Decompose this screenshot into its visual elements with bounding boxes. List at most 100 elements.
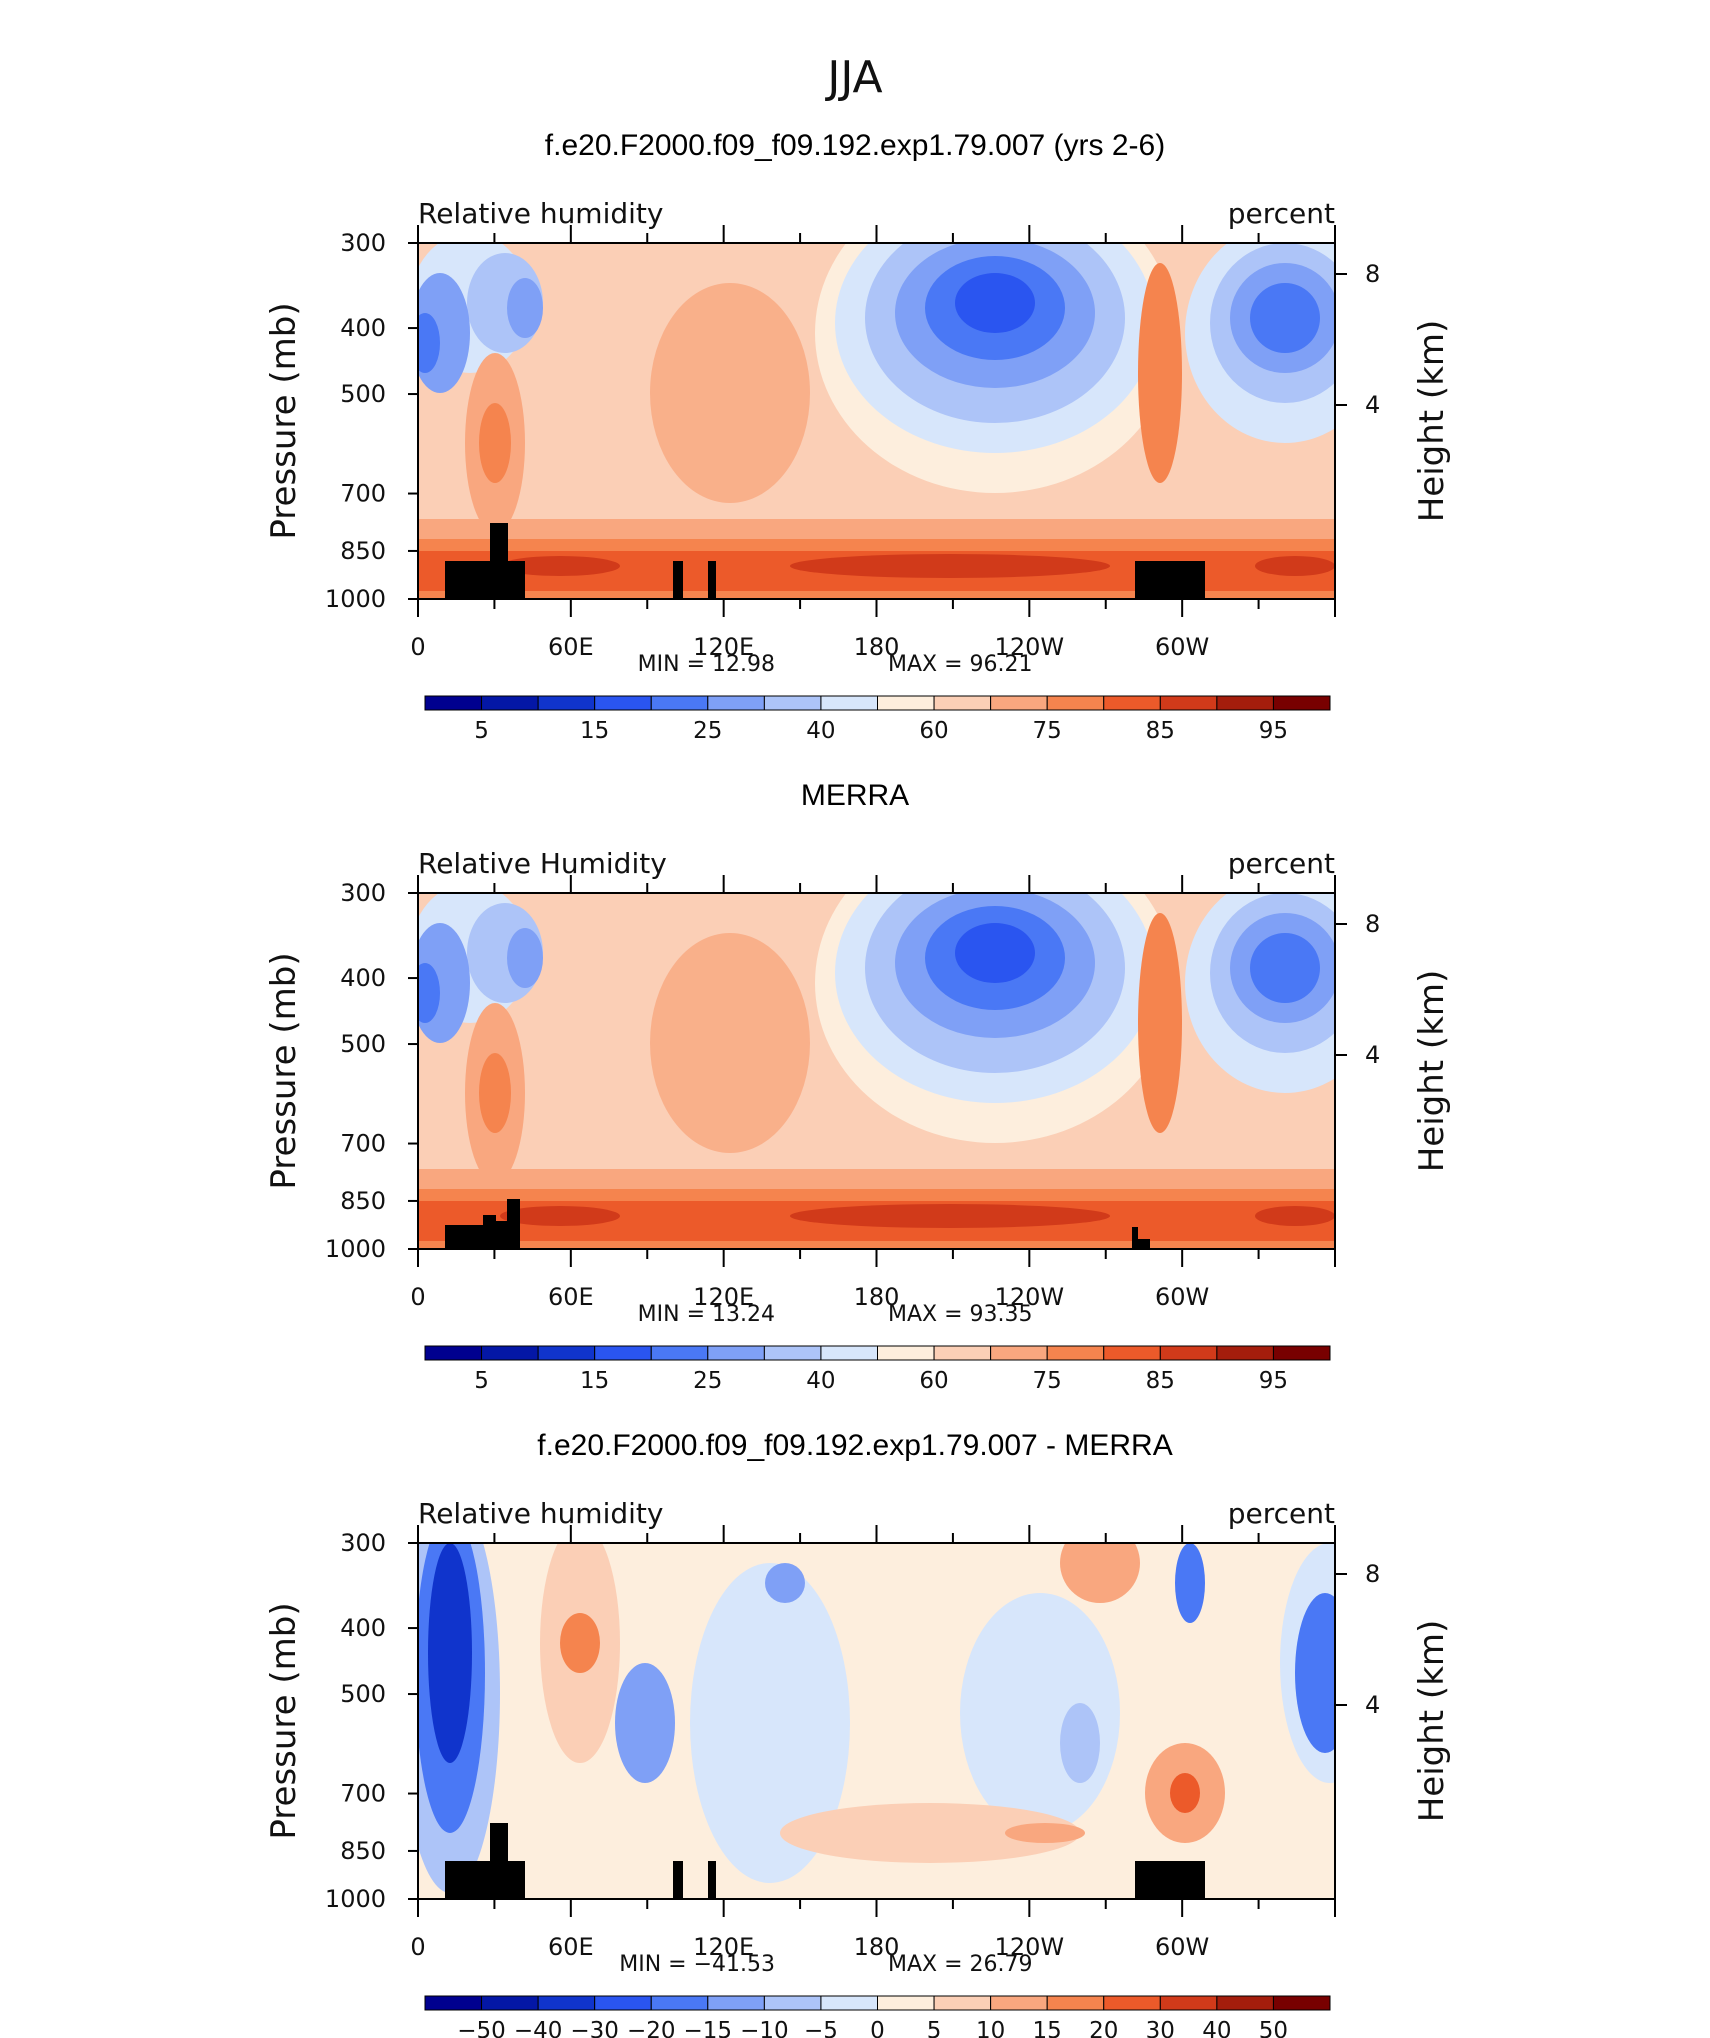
colorbar-label: 95 bbox=[1259, 1368, 1288, 1394]
variable-label: Relative humidity bbox=[418, 197, 663, 230]
x-tick-label: 180 bbox=[854, 1933, 900, 1961]
colorbar-box bbox=[1272, 1345, 1331, 1361]
colorbar-label: 5 bbox=[927, 2018, 942, 2038]
contour-fill bbox=[1170, 1773, 1200, 1813]
min-label: MIN = 12.98 bbox=[638, 652, 775, 677]
topography-mask bbox=[673, 1861, 683, 1899]
colorbar-box bbox=[537, 1995, 596, 2011]
topography-mask bbox=[673, 561, 683, 599]
colorbar-box bbox=[1103, 1995, 1161, 2011]
contour-fill bbox=[507, 928, 543, 988]
colorbar-label: 30 bbox=[1146, 2018, 1175, 2038]
topography-mask bbox=[483, 1215, 496, 1249]
y-tick-label: 500 bbox=[340, 1030, 386, 1058]
panel-3: f.e20.F2000.f09_f09.192.exp1.79.007 - ME… bbox=[264, 1429, 1452, 2038]
y-tick-label: 850 bbox=[340, 537, 386, 565]
colorbar-box bbox=[707, 695, 765, 711]
topography-mask bbox=[507, 1199, 520, 1249]
contour-fill bbox=[1295, 1593, 1335, 1753]
max-label: MAX = 26.79 bbox=[888, 1952, 1033, 1977]
colorbar-box bbox=[481, 1995, 539, 2011]
contour-fill bbox=[690, 1563, 850, 1883]
contour-fill bbox=[1060, 1543, 1140, 1603]
colorbar-box bbox=[1159, 695, 1218, 711]
colorbar-label: 0 bbox=[870, 2018, 885, 2038]
contour-fill bbox=[615, 1663, 675, 1783]
units-label: percent bbox=[1228, 1497, 1335, 1530]
panel-title: f.e20.F2000.f09_f09.192.exp1.79.007 - ME… bbox=[537, 1429, 1172, 1462]
contour-fill bbox=[1255, 1206, 1335, 1226]
colorbar-box bbox=[877, 1995, 935, 2011]
y-axis-label-left: Pressure (mb) bbox=[264, 1602, 304, 1839]
colorbar-label: −20 bbox=[627, 2018, 676, 2038]
x-tick-label: 120W bbox=[995, 1283, 1065, 1311]
y-tick-label: 1000 bbox=[325, 1235, 386, 1263]
colorbar-label: 95 bbox=[1259, 718, 1288, 744]
contour-fill bbox=[1138, 263, 1182, 483]
x-tick-label: 60E bbox=[548, 1933, 594, 1961]
colorbar-box bbox=[707, 1995, 765, 2011]
colorbar-box bbox=[933, 695, 992, 711]
colorbar-box bbox=[537, 695, 596, 711]
x-tick-label: 60W bbox=[1155, 1283, 1209, 1311]
field-layer bbox=[418, 243, 1335, 599]
colorbar-box bbox=[650, 695, 709, 711]
contour-fill bbox=[500, 1206, 620, 1226]
colorbar-box bbox=[424, 1995, 483, 2011]
colorbar-label: 15 bbox=[1033, 2018, 1062, 2038]
contour-fill bbox=[560, 1613, 600, 1673]
min-label: MIN = 13.24 bbox=[638, 1302, 775, 1327]
contour-fill bbox=[650, 933, 810, 1153]
colorbar-box bbox=[820, 695, 878, 711]
panel-1: f.e20.F2000.f09_f09.192.exp1.79.007 (yrs… bbox=[264, 129, 1452, 744]
variable-label: Relative humidity bbox=[418, 1497, 663, 1530]
colorbar-box bbox=[763, 695, 822, 711]
topography-mask bbox=[708, 1861, 716, 1899]
colorbar-box bbox=[933, 1345, 992, 1361]
colorbar-box bbox=[820, 1995, 878, 2011]
topography-mask bbox=[490, 1823, 508, 1899]
contour-fill bbox=[790, 554, 1110, 578]
colorbar-label: 20 bbox=[1089, 2018, 1118, 2038]
y-axis-label-right: Height (km) bbox=[1412, 1620, 1452, 1823]
x-tick-label: 0 bbox=[410, 633, 425, 661]
y-tick-label: 400 bbox=[340, 314, 386, 342]
colorbar-box bbox=[877, 1345, 935, 1361]
y-tick-label: 500 bbox=[340, 1680, 386, 1708]
colorbar-box bbox=[763, 1995, 822, 2011]
panel-title: f.e20.F2000.f09_f09.192.exp1.79.007 (yrs… bbox=[545, 129, 1165, 162]
y-tick-label: 1000 bbox=[325, 1885, 386, 1913]
topography-mask bbox=[1135, 561, 1205, 599]
variable-label: Relative Humidity bbox=[418, 847, 667, 880]
contour-fill bbox=[418, 313, 440, 373]
colorbar-label: 40 bbox=[806, 718, 835, 744]
y-tick-label: 700 bbox=[340, 1130, 386, 1158]
colorbar-box bbox=[1103, 695, 1161, 711]
colorbar-box bbox=[594, 695, 652, 711]
y-tick-label: 850 bbox=[340, 1187, 386, 1215]
topography-mask bbox=[445, 561, 490, 599]
colorbar-label: −50 bbox=[457, 2018, 506, 2038]
colorbar-box bbox=[933, 1995, 992, 2011]
y-tick-label: 300 bbox=[340, 229, 386, 257]
y-tick-label: 500 bbox=[340, 380, 386, 408]
colorbar-label: 5 bbox=[474, 1368, 489, 1394]
x-tick-label: 60E bbox=[548, 1283, 594, 1311]
colorbar-box bbox=[707, 1345, 765, 1361]
colorbar-box bbox=[594, 1995, 652, 2011]
colorbar-box bbox=[1046, 1345, 1105, 1361]
max-label: MAX = 93.35 bbox=[888, 1302, 1033, 1327]
panels-group: f.e20.F2000.f09_f09.192.exp1.79.007 (yrs… bbox=[264, 129, 1452, 2038]
topography-mask bbox=[445, 1225, 483, 1249]
y-tick-label: 700 bbox=[340, 1780, 386, 1808]
field-layer bbox=[418, 1543, 1335, 1899]
topography-mask bbox=[508, 561, 525, 599]
colorbar-box bbox=[481, 695, 539, 711]
contour-fill bbox=[428, 1543, 472, 1763]
x-tick-label: 180 bbox=[854, 633, 900, 661]
contour-fill bbox=[500, 556, 620, 576]
colorbar-box bbox=[594, 1345, 652, 1361]
colorbar-label: 60 bbox=[919, 718, 948, 744]
contour-fill bbox=[650, 283, 810, 503]
x-tick-label: 0 bbox=[410, 1933, 425, 1961]
